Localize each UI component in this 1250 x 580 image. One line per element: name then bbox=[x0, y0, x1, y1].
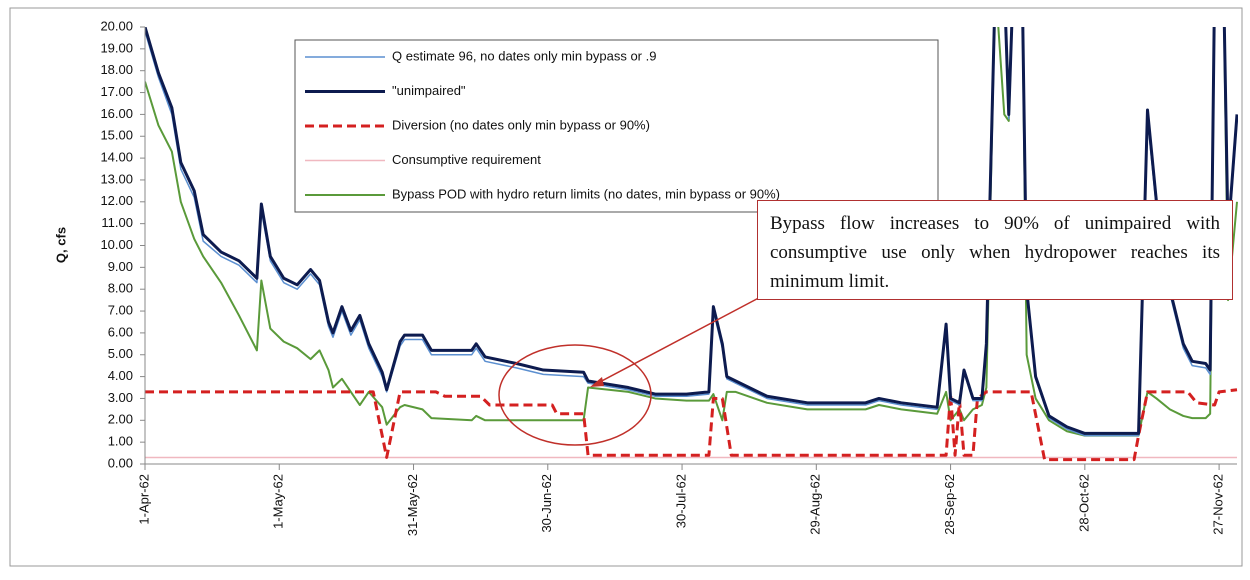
legend-label: Bypass POD with hydro return limits (no … bbox=[392, 186, 780, 201]
x-tick-label: 29-Aug-62 bbox=[808, 474, 823, 535]
y-tick-label: 9.00 bbox=[108, 259, 133, 274]
y-tick-label: 13.00 bbox=[100, 171, 133, 186]
y-tick-label: 8.00 bbox=[108, 281, 133, 296]
y-tick-label: 3.00 bbox=[108, 390, 133, 405]
y-tick-label: 10.00 bbox=[100, 237, 133, 252]
legend-label: Consumptive requirement bbox=[392, 152, 541, 167]
legend bbox=[294, 39, 939, 213]
arrow-head bbox=[590, 377, 604, 387]
arrow bbox=[595, 291, 771, 385]
y-tick-label: 11.00 bbox=[101, 215, 133, 230]
annotation: Bypass flow increases to 90% of unimpair… bbox=[757, 200, 1233, 300]
y-axis-label: Q, cfs bbox=[53, 227, 68, 263]
series-line bbox=[145, 388, 1238, 462]
x-tick-label: 28-Sep-62 bbox=[942, 474, 957, 535]
x-tick-label: 1-Apr-62 bbox=[136, 474, 151, 525]
plot-area bbox=[145, 27, 1238, 462]
y-tick-label: 4.00 bbox=[108, 368, 133, 383]
y-tick-label: 1.00 bbox=[108, 434, 133, 449]
y-tick-label: 6.00 bbox=[108, 324, 133, 339]
x-tick-label: 28-Oct-62 bbox=[1076, 474, 1091, 532]
y-tick-label: 5.00 bbox=[108, 346, 133, 361]
y-tick-label: 16.00 bbox=[100, 106, 133, 121]
legend-label: "unimpaired" bbox=[392, 83, 466, 98]
y-tick-label: 19.00 bbox=[100, 40, 133, 55]
y-tick-label: 20.00 bbox=[100, 18, 133, 33]
x-tick-label: 30-Jul-62 bbox=[673, 474, 688, 528]
legend-label: Q estimate 96, no dates only min bypass … bbox=[392, 48, 656, 63]
y-tick-label: 12.00 bbox=[100, 193, 133, 208]
y-tick-label: 7.00 bbox=[108, 302, 133, 317]
y-tick-label: 0.00 bbox=[108, 455, 133, 470]
y-tick-label: 2.00 bbox=[108, 412, 133, 427]
series-line bbox=[145, 27, 1238, 435]
y-tick-label: 18.00 bbox=[100, 62, 133, 77]
legend-label: Diversion (no dates only min bypass or 9… bbox=[392, 117, 650, 132]
x-tick-label: 1-May-62 bbox=[271, 474, 286, 529]
y-tick-label: 15.00 bbox=[100, 128, 133, 143]
series-line bbox=[145, 27, 1238, 437]
y-tick-label: 14.00 bbox=[100, 150, 133, 165]
frame bbox=[9, 7, 1243, 567]
highlight-circle bbox=[498, 344, 652, 446]
y-tick-label: 17.00 bbox=[100, 84, 133, 99]
x-tick-label: 31-May-62 bbox=[405, 474, 420, 536]
x-tick-label: 30-Jun-62 bbox=[539, 474, 554, 533]
x-tick-label: 27-Nov-62 bbox=[1211, 474, 1226, 535]
